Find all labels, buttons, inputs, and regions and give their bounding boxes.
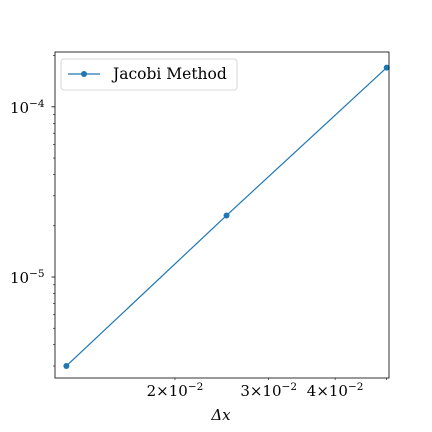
legend-label-jacobi-method: Jacobi Method	[111, 65, 227, 83]
x-tick-label: 4×10−2	[307, 381, 364, 400]
y-tick-label: 10−5	[10, 268, 45, 287]
x-axis-label: Δx	[210, 406, 231, 424]
x-tick-label: 2×10−2	[147, 381, 204, 400]
plot-frame	[54, 51, 390, 379]
x-tick-label: 3×10−2	[240, 381, 297, 400]
data-point	[223, 212, 230, 219]
legend: Jacobi Method	[60, 58, 238, 91]
major-ticks	[51, 106, 55, 278]
data-point	[383, 64, 390, 71]
series-layer	[63, 64, 390, 369]
x-tick-labels: 2×10−2 3×10−2 4×10−2	[147, 381, 364, 400]
y-tick-label: 10−4	[10, 98, 45, 117]
legend-box	[60, 58, 238, 91]
data-point	[63, 362, 70, 369]
y-tick-labels: 10−5 10−4	[10, 98, 45, 287]
legend-series-marker	[81, 71, 87, 77]
